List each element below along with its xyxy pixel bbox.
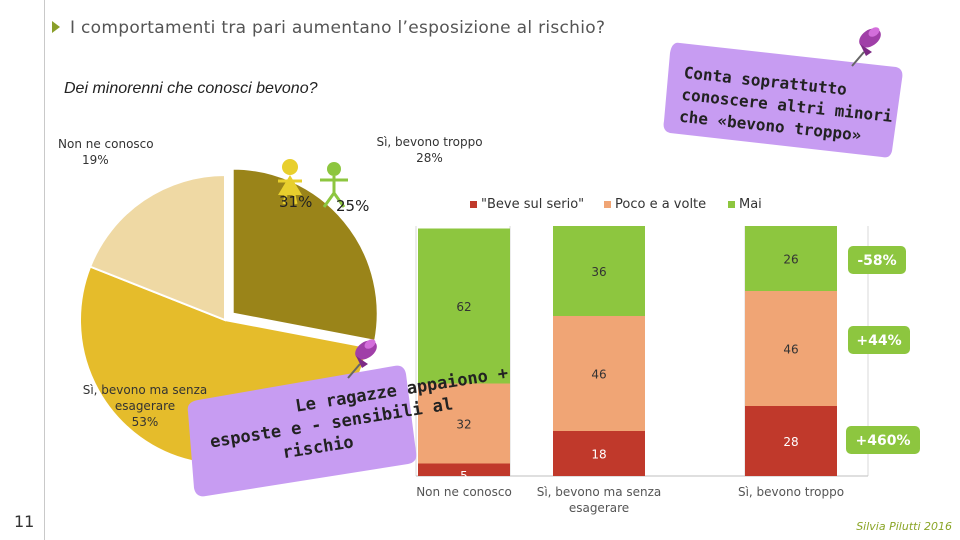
bar-segment-mai (553, 226, 645, 316)
legend-item-mai: Mai (728, 197, 762, 212)
bar-value-label: 26 (783, 253, 798, 267)
pie-slice-non-ne-conosco (88, 173, 226, 322)
left-divider (44, 0, 45, 540)
change-badge-mai (848, 246, 906, 274)
bar-value-label: 46 (591, 368, 606, 382)
pushpin-icon (347, 339, 377, 379)
x-tick-label: Non ne conosco (416, 485, 512, 499)
change-badge-poco (848, 326, 910, 354)
bar-value-label: 28 (783, 435, 798, 449)
bar-value-label: 5 (460, 469, 468, 483)
bar-segment-beve-sul-serio (553, 431, 645, 476)
pie-label-non-ne-conosco: Non ne conosco 19% (58, 137, 154, 167)
note-top-right (663, 42, 903, 158)
change-badge-label: -58% (857, 253, 896, 269)
bar-segment-mai (745, 226, 837, 291)
legend-item-poco-e-a-volte: Poco e a volte (604, 197, 706, 212)
bar-segment-poco-e-a-volte (418, 383, 510, 464)
bar-value-label: 18 (591, 448, 606, 462)
change-badge-label: +44% (856, 333, 901, 349)
girls-percentage: 31% (279, 193, 313, 211)
bar-segment-poco-e-a-volte (553, 316, 645, 431)
title-bullet-icon (52, 21, 60, 33)
page-number: 11 (14, 512, 35, 531)
pie-label-senza-esagerare: Sì, bevono ma senza esagerare 53% (82, 383, 208, 429)
bar-value-label: 32 (456, 418, 471, 432)
pie-label-bevono-troppo: Sì, bevono troppo 28% (376, 135, 483, 165)
pushpin-icon (851, 27, 881, 67)
bar-value-label: 46 (783, 343, 798, 357)
legend-item-beve-sul-serio: "Beve sul serio" (470, 197, 584, 212)
change-badge-label: +460% (856, 433, 911, 449)
change-badge-beve (846, 426, 920, 454)
bar-segment-mai (418, 228, 510, 384)
x-tick-label: Sì, bevono ma senza (537, 485, 662, 499)
bar-segment-beve-sul-serio (745, 406, 837, 476)
author-credit: Silvia Pilutti 2016 (856, 520, 952, 533)
bar-segment-beve-sul-serio (418, 463, 510, 476)
boys-percentage: 25% (336, 197, 370, 215)
girl-figure-icon (278, 159, 302, 205)
bar-value-label: 36 (591, 265, 606, 279)
x-tick-label: esagerare (569, 501, 629, 515)
pie-slice-bevono-troppo (231, 167, 379, 342)
note-bottom-left (187, 365, 417, 497)
bar-value-label: 62 (456, 300, 471, 314)
pie-title: Dei minorenni che conosci bevono? (64, 80, 318, 97)
boy-figure-icon (320, 162, 348, 208)
bar-segment-poco-e-a-volte (745, 291, 837, 406)
x-tick-label: Sì, bevono troppo (738, 485, 844, 499)
slide-title: I comportamenti tra pari aumentano l’esp… (70, 18, 606, 38)
